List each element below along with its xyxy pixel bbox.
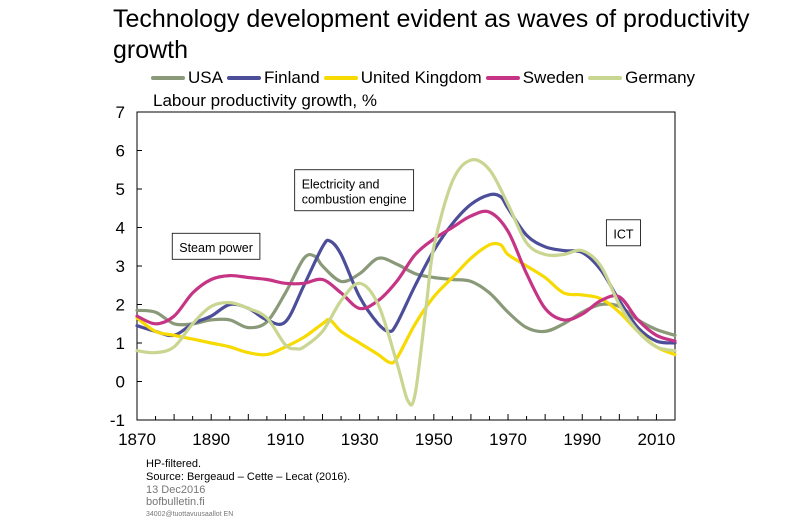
- x-tick-label: 2010: [638, 430, 676, 449]
- annotation-text: Electricity and: [302, 177, 380, 191]
- annotation-1: Steam power: [171, 232, 261, 260]
- legend-swatch: [323, 76, 358, 80]
- legend-label: Finland: [263, 68, 320, 87]
- x-tick-label: 1950: [415, 430, 453, 449]
- x-tick-label: 1890: [192, 430, 230, 449]
- legend-item-sweden: Sweden: [485, 68, 588, 88]
- legend-swatch: [588, 76, 623, 80]
- x-tick-label: 1930: [341, 430, 379, 449]
- annotation-text: combustion engine: [302, 192, 407, 206]
- y-tick-label: 1: [116, 334, 125, 353]
- legend-label: Germany: [625, 68, 696, 87]
- y-tick-label: 2: [116, 296, 125, 315]
- legend-label: Sweden: [522, 68, 585, 87]
- x-tick-label: 1870: [118, 430, 156, 449]
- y-tick-label: 7: [116, 103, 125, 122]
- y-tick-label: 6: [116, 142, 125, 161]
- legend-swatch: [485, 76, 520, 80]
- footnote-code: 34002@tuottavuusaallot EN: [146, 511, 234, 518]
- y-tick-label: 4: [116, 219, 125, 238]
- annotation-box: [605, 219, 641, 247]
- legend-item-germany: Germany: [588, 68, 699, 88]
- annotation-3: ICT: [605, 219, 641, 247]
- legend-swatch: [226, 76, 261, 80]
- footnote-date: 13 Dec2016: [146, 484, 206, 496]
- legend-label: USA: [188, 68, 223, 87]
- series-line-usa: [135, 252, 677, 337]
- legend: USA Finland United Kingdom Sweden Germany: [151, 68, 699, 88]
- annotation-box: [171, 232, 261, 260]
- footnote-method: HP-filtered.: [146, 458, 202, 470]
- annotation-text: Steam power: [179, 241, 253, 255]
- x-tick-label: 1990: [563, 430, 601, 449]
- series-line-sweden: [135, 209, 677, 343]
- legend-item-finland: Finland: [226, 68, 324, 88]
- series-line-germany: [135, 158, 677, 407]
- annotation-text: ICT: [613, 227, 634, 241]
- x-tick-label: 1910: [266, 430, 304, 449]
- y-tick-label: 0: [116, 373, 125, 392]
- legend-item-usa: USA: [151, 68, 227, 88]
- legend-item-united-kingdom: United Kingdom: [323, 68, 486, 88]
- x-tick-label: 1970: [489, 430, 527, 449]
- legend-swatch: [151, 76, 185, 80]
- y-axis-label: Labour productivity growth, %: [153, 91, 377, 110]
- y-tick-label: 5: [116, 180, 125, 199]
- y-tick-label: 3: [116, 257, 125, 276]
- footnote-source: Source: Bergeaud – Cette – Lecat (2016).: [146, 471, 351, 483]
- footnote-site: bofbulletin.fi: [146, 496, 205, 508]
- legend-label: United Kingdom: [360, 68, 482, 87]
- chart-title: Technology development evident as waves …: [113, 5, 750, 64]
- annotation-box: [294, 169, 415, 212]
- y-tick-label: -1: [110, 411, 125, 430]
